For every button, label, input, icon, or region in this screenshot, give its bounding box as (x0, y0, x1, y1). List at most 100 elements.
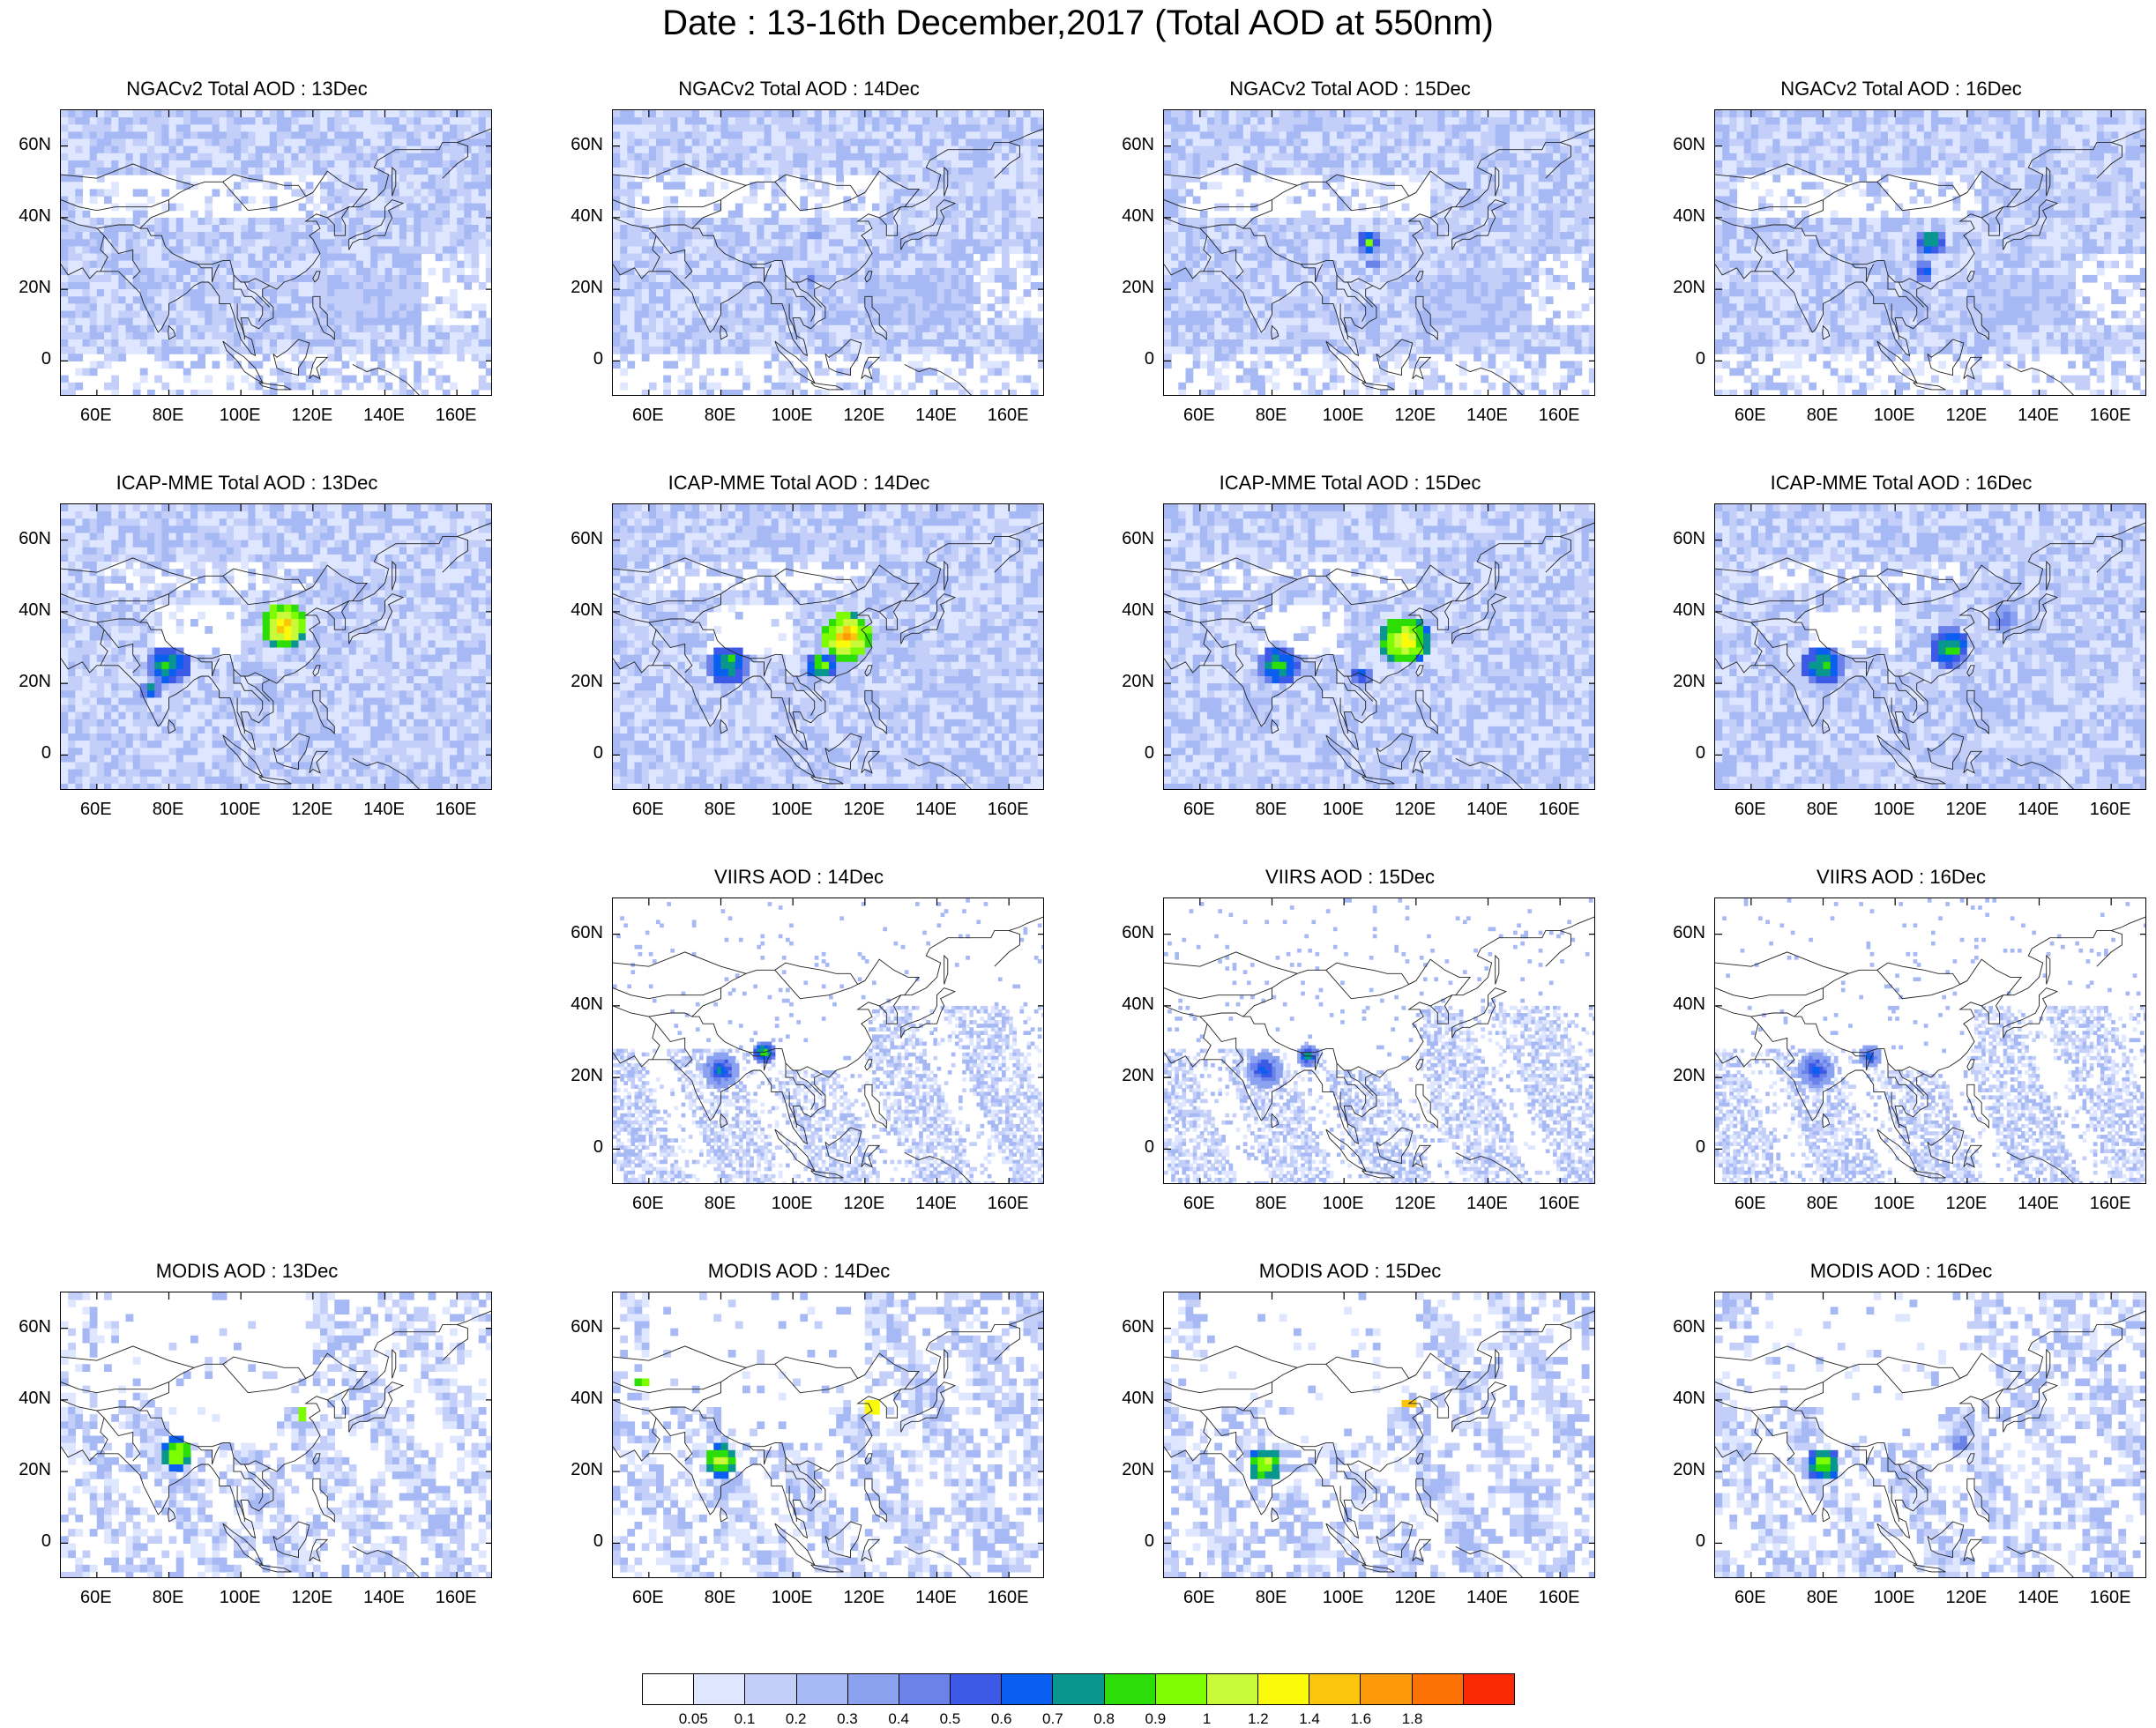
lat-tick-label: 40N (1101, 600, 1154, 621)
coastline (1715, 1382, 1824, 1393)
map-plot (60, 503, 492, 790)
panel-title: VIIRS AOD : 16Dec (1654, 866, 2148, 889)
lon-tick-label: 140E (354, 800, 415, 820)
lat-tick-label: 40N (1101, 994, 1154, 1015)
lon-tick-label: 160E (977, 800, 1039, 820)
lat-tick-label: 20N (0, 278, 51, 298)
lon-tick-label: 80E (1241, 800, 1302, 820)
lat-tick-label: 0 (1652, 349, 1705, 369)
lat-tick-label: 20N (0, 1460, 51, 1480)
panel-title: ICAP-MME Total AOD : 16Dec (1654, 472, 2148, 495)
aod-map (1164, 1292, 1595, 1578)
lon-tick-label: 60E (1720, 406, 1781, 426)
lon-tick-label: 140E (2008, 800, 2070, 820)
map-plot (1714, 503, 2146, 790)
colorbar-label: 1.6 (1350, 1710, 1371, 1728)
lat-tick-label: 20N (1101, 672, 1154, 692)
lat-tick-label: 20N (1652, 278, 1705, 298)
lon-tick-label: 100E (1312, 406, 1374, 426)
colorbar-swatch (1413, 1674, 1464, 1704)
lat-tick-label: 60N (1101, 923, 1154, 943)
lon-tick-label: 100E (1312, 1588, 1374, 1608)
lat-tick-label: 0 (550, 1137, 603, 1158)
lon-tick-label: 100E (761, 800, 823, 820)
map-plot (612, 503, 1044, 790)
lon-tick-label: 160E (977, 406, 1039, 426)
colorbar-label: 0.3 (837, 1710, 858, 1728)
lat-tick-label: 60N (550, 135, 603, 155)
lat-tick-label: 40N (1652, 600, 1705, 621)
lon-tick-label: 140E (906, 800, 967, 820)
lat-tick-label: 40N (0, 600, 51, 621)
lat-tick-label: 20N (550, 1460, 603, 1480)
lon-tick-label: 60E (1168, 800, 1230, 820)
coastline (944, 956, 948, 985)
lat-tick-label: 40N (1101, 206, 1154, 227)
lon-tick-label: 100E (1863, 1194, 1925, 1214)
lon-tick-label: 120E (1384, 1194, 1446, 1214)
lon-tick-label: 120E (833, 800, 895, 820)
map-plot (1163, 1292, 1595, 1578)
coastline (2047, 956, 2050, 985)
lon-tick-label: 120E (1936, 800, 1997, 820)
aod-map (613, 1292, 1044, 1578)
lat-tick-label: 40N (1652, 994, 1705, 1015)
lat-tick-label: 60N (0, 135, 51, 155)
colorbar-swatch (951, 1674, 1002, 1704)
lon-tick-label: 140E (1457, 1194, 1518, 1214)
colorbar-label: 1.8 (1402, 1710, 1423, 1728)
panel-title: MODIS AOD : 16Dec (1654, 1260, 2148, 1283)
lon-tick-label: 120E (1936, 1588, 1997, 1608)
lon-tick-label: 80E (690, 1194, 751, 1214)
coastline (1164, 988, 1272, 999)
lon-tick-label: 60E (1168, 1588, 1230, 1608)
aod-map (61, 504, 492, 790)
colorbar-swatch (899, 1674, 951, 1704)
lat-tick-label: 20N (1101, 1460, 1154, 1480)
lat-tick-label: 0 (0, 349, 51, 369)
lon-tick-label: 80E (690, 406, 751, 426)
colorbar-swatch (1258, 1674, 1309, 1704)
colorbar-label: 0.9 (1145, 1710, 1167, 1728)
lon-tick-label: 60E (65, 406, 127, 426)
coastline (392, 1350, 396, 1379)
panel-title: NGACv2 Total AOD : 15Dec (1103, 78, 1597, 101)
lat-tick-label: 20N (0, 672, 51, 692)
map-plot (1163, 503, 1595, 790)
lon-tick-label: 140E (906, 1588, 967, 1608)
lon-tick-label: 140E (906, 406, 967, 426)
aod-map (1715, 110, 2146, 396)
lon-tick-label: 120E (281, 800, 343, 820)
lon-tick-label: 100E (1863, 406, 1925, 426)
map-plot (1714, 1292, 2146, 1578)
colorbar-swatch (1464, 1674, 1514, 1704)
lat-tick-label: 20N (1652, 1460, 1705, 1480)
lon-tick-label: 120E (1936, 406, 1997, 426)
panel-title: VIIRS AOD : 15Dec (1103, 866, 1597, 889)
colorbar-label: 0.05 (679, 1710, 708, 1728)
lon-tick-label: 160E (977, 1194, 1039, 1214)
aod-map (1715, 504, 2146, 790)
lat-tick-label: 20N (550, 672, 603, 692)
lon-tick-label: 160E (425, 406, 487, 426)
lat-tick-label: 0 (1101, 743, 1154, 763)
panel-title: NGACv2 Total AOD : 16Dec (1654, 78, 2148, 101)
lon-tick-label: 60E (617, 1588, 679, 1608)
colorbar-swatch (848, 1674, 899, 1704)
colorbar-label: 1.4 (1299, 1710, 1320, 1728)
colorbar-swatch (1105, 1674, 1156, 1704)
colorbar-label: 0.5 (940, 1710, 961, 1728)
coastline (2097, 931, 2122, 967)
lon-tick-label: 80E (1792, 1194, 1854, 1214)
lat-tick-label: 0 (550, 349, 603, 369)
aod-map (1164, 110, 1595, 396)
lon-tick-label: 160E (425, 800, 487, 820)
lon-tick-label: 120E (1936, 1194, 1997, 1214)
